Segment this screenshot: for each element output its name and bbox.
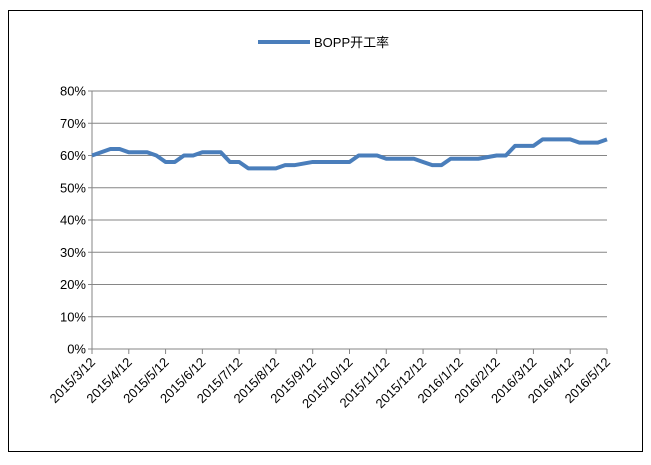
y-tick-label: 80%	[60, 84, 86, 99]
y-tick-label: 50%	[60, 180, 86, 195]
y-tick-label: 60%	[60, 148, 86, 163]
series-line	[91, 137, 608, 171]
y-tick-label: 0%	[67, 342, 86, 357]
y-tick-label: 10%	[60, 309, 86, 324]
y-tick-label: 20%	[60, 277, 86, 292]
y-tick-label: 40%	[60, 213, 86, 228]
legend-label: BOPP开工率	[314, 35, 389, 50]
y-tick-label: 30%	[60, 245, 86, 260]
y-tick-label: 70%	[60, 116, 86, 131]
chart-frame	[8, 10, 643, 452]
